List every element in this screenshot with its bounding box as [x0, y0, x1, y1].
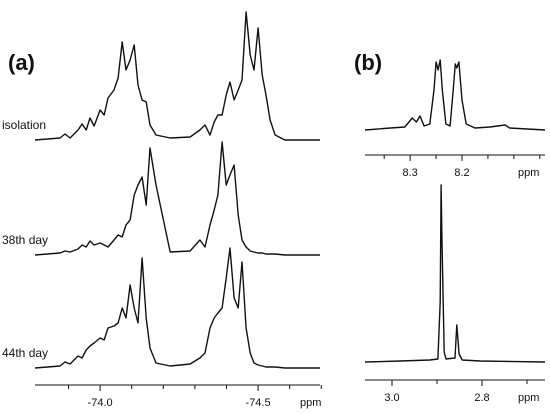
series-label: isolation: [2, 118, 46, 132]
spectrum: [34, 141, 320, 256]
panel-title: (b): [354, 50, 382, 75]
x-axis-label: ppm: [300, 397, 321, 409]
spectrum: [364, 59, 546, 131]
spectrum: [34, 247, 320, 369]
x-tick-label: 8.2: [454, 167, 469, 179]
spectrum: [34, 11, 320, 141]
spectrum: [364, 184, 546, 363]
series-label: 44th day: [2, 346, 48, 360]
panel-title: (a): [8, 50, 35, 75]
x-tick-label: 2.8: [474, 392, 489, 404]
x-axis-label: ppm: [518, 392, 539, 404]
x-tick-label: -74.5: [246, 397, 271, 409]
x-axis-label: ppm: [518, 167, 539, 179]
x-tick-label: 3.0: [384, 392, 399, 404]
x-tick-label: 8.3: [402, 167, 417, 179]
series-label: 38th day: [2, 233, 48, 247]
x-tick-label: -74.0: [88, 397, 113, 409]
